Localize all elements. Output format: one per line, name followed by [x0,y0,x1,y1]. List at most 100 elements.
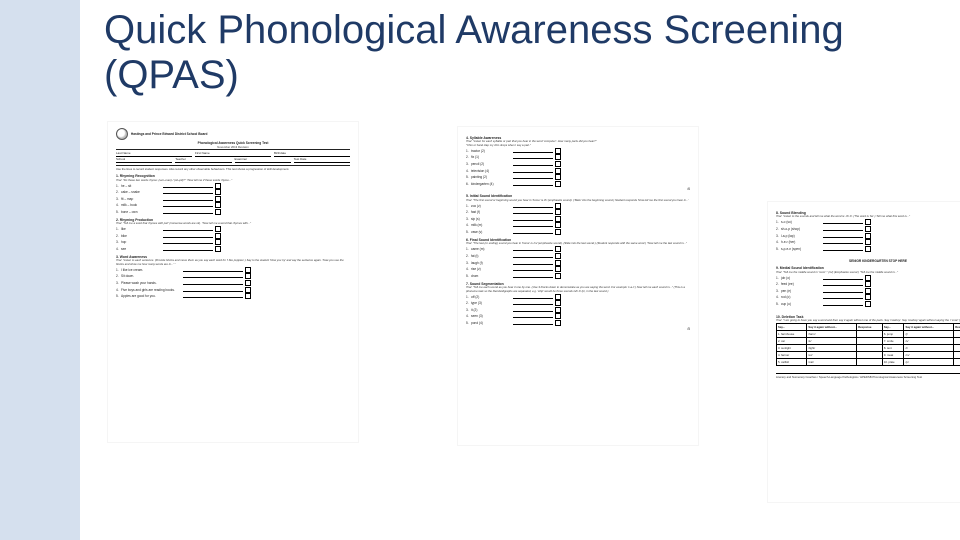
section-10: 10. Deletion Task Trial: "I am going to … [776,315,960,371]
list-item: 2.sh-o-p (shop) [776,226,960,232]
grid-header: Say it again without... [807,324,857,331]
list-item: 1.job (o) [776,275,960,281]
list-item: 2.fat (t) [466,253,690,259]
table-row: 1. farmhouse/farm/6. jump/j/ [777,331,960,338]
list-item: 3.it (2) [466,307,690,313]
grid-header: Response [857,324,883,331]
list-item: 1.came (m) [466,246,690,252]
field-school: School [116,158,172,163]
section-2: 2. Rhyming Production Trial: "Tell me a … [116,218,350,252]
doc-page-2: 4. Syllable Awareness Trial: "Listen for… [458,127,698,445]
list-item: 2.type (3) [466,300,690,306]
field-teacher: Teacher [175,158,231,163]
table-row: 4. farmer/er/9. meat/m/ [777,352,960,359]
list-item: 4.milk – book [116,202,350,208]
grid-header: Say... [882,324,904,331]
section-7-total: /5 [687,327,690,331]
list-item: 3.laugh (f) [466,260,690,266]
list-item: 4.seen (3) [466,313,690,319]
list-item: 5.painting (2) [466,174,690,180]
list-item: 4.h-e-r (her) [776,239,960,245]
table-row: 3. sunlight/light/8. tent/t/ [777,345,960,352]
grid-header: Say it again without... [904,324,954,331]
doc-page-3: 8. Sound Blending Trial: "Listen to the … [768,202,960,502]
grid-header: Say... [777,324,807,331]
section-4: 4. Syllable Awareness Trial: "Listen for… [466,136,690,191]
list-item: 2.feed (ee) [776,281,960,287]
table-row: 2. car/k/7. smile/s/ [777,338,960,345]
section-8: 8. Sound Blending Trial: "Listen to the … [776,211,960,256]
slide: Quick Phonological Awareness Screening (… [80,0,960,540]
list-item: 2.bike [116,233,350,239]
board-logo-icon [116,128,128,140]
list-item: 3.Please wash your hands. [116,280,350,286]
section-5: 5. Initial Sound Identification Trial: "… [466,194,690,235]
section-10-grid: Say...Say it again without...ResponseSay… [776,323,960,366]
list-item: 1.s-o (so) [776,219,960,225]
section-5-instr: Trial: "The first sound or beginning sou… [466,199,690,202]
doc3-footer: Literacy and Numeracy Coaches / Speech-L… [776,376,960,379]
sk-stop-text: SENIOR KINDERGARTEN STOP HERE [849,259,907,263]
doc1-org-line: Hastings and Prince Edward District Scho… [116,128,350,140]
section-8-instr: Trial: "Listen to the sounds and tell me… [776,215,960,218]
doc1-id-fields: Last Name First Name Birthdate School Te… [116,149,350,165]
grid-header: Response [954,324,960,331]
list-item: 4.milk (m) [466,222,690,228]
doc1-org: Hastings and Prince Edward District Scho… [131,132,208,136]
slide-title: Quick Phonological Awareness Screening (… [104,8,884,98]
list-item: 2.fix (1) [466,154,690,160]
list-item: 1.I like ice cream. [116,267,350,273]
doc1-heading-block: Phonological Awareness Quick Screening T… [116,141,350,149]
list-item: 5.bone – own [116,209,350,215]
field-examiner: Examiner [235,158,291,163]
doc-page-1: Hastings and Prince Edward District Scho… [108,122,358,442]
list-item: 2.cake – snake [116,189,350,195]
list-item: 3.pen (e) [776,288,960,294]
doc1-subheading: November 2013 Revision [217,145,248,149]
section-9: 9. Medial Sound Identification Trial: "T… [776,266,960,311]
list-item: 4.see [116,246,350,252]
section-7: 7. Sound Segmentation Trial: "Tell me ea… [466,282,690,331]
section-4-extra: "Chin or hand clap my chin drops when I … [466,144,690,147]
section-6-instr: Trial: "The last (or ending) sound you h… [466,242,690,245]
section-2-instr: Trial: "Tell me a word that rhymes with … [116,222,350,225]
field-first-name: First Name [195,152,271,157]
sk-stop-banner: SENIOR KINDERGARTEN STOP HERE [776,259,960,263]
section-10-instr: Trial: "I am going to have you say a wor… [776,319,960,322]
section-4-total: /6 [687,187,690,191]
field-birthdate: Birthdate [274,152,350,157]
section-3-instr: Trial: "Listen to each sentence. (Provid… [116,259,350,266]
section-9-instr: Trial: "Tell me the middle sound in 'mom… [776,271,960,274]
list-item: 2.Sit down. [116,273,350,279]
list-item: 1.off (2) [466,294,690,300]
list-item: 4.television (4) [466,168,690,174]
field-test-date: Test Date [294,158,350,163]
list-item: 5.cup (u) [776,301,960,307]
list-item: 6.kindergarten (4) [466,181,690,187]
list-item: 1.tractor (2) [466,148,690,154]
list-item: 5.vase (v) [466,229,690,235]
list-item: 5.drum [466,273,690,279]
list-item: 3.pencil (2) [466,161,690,167]
list-item: 4.Five boys and girls are reading books. [116,287,350,293]
section-1: 1. Rhyming Recognition Trial: "Do these … [116,174,350,215]
list-item: 5.pond (4) [466,320,690,326]
list-item: 5.s-p-e-n (spen) [776,246,960,252]
list-item: 1.like [116,226,350,232]
list-item: 5.Apples are good for you. [116,293,350,299]
list-item: 2.fast (f) [466,209,690,215]
table-row: 5. catfish/cat/10. plate/p/ [777,359,960,366]
list-item: 4.rise (z) [466,266,690,272]
list-item: 1.zoo (z) [466,203,690,209]
list-item: 3.fit – map [116,196,350,202]
list-item: 1.he – sit [116,183,350,189]
section-1-instr: Trial: "Do these two words rhyme: (sun–m… [116,179,350,182]
list-item: 3.l-a-p (lap) [776,233,960,239]
section-3: 3. Word Awareness Trial: "Listen to each… [116,255,350,299]
list-item: 3.hop [116,239,350,245]
list-item: 3.sip (s) [466,216,690,222]
list-item: 4.rod (o) [776,294,960,300]
section-7-instr: Trial: "Tell me each sound as you hear i… [466,286,690,293]
section-6: 6. Final Sound Identification Trial: "Th… [466,238,690,279]
doc1-intro: Use the lines to record student response… [116,168,350,171]
